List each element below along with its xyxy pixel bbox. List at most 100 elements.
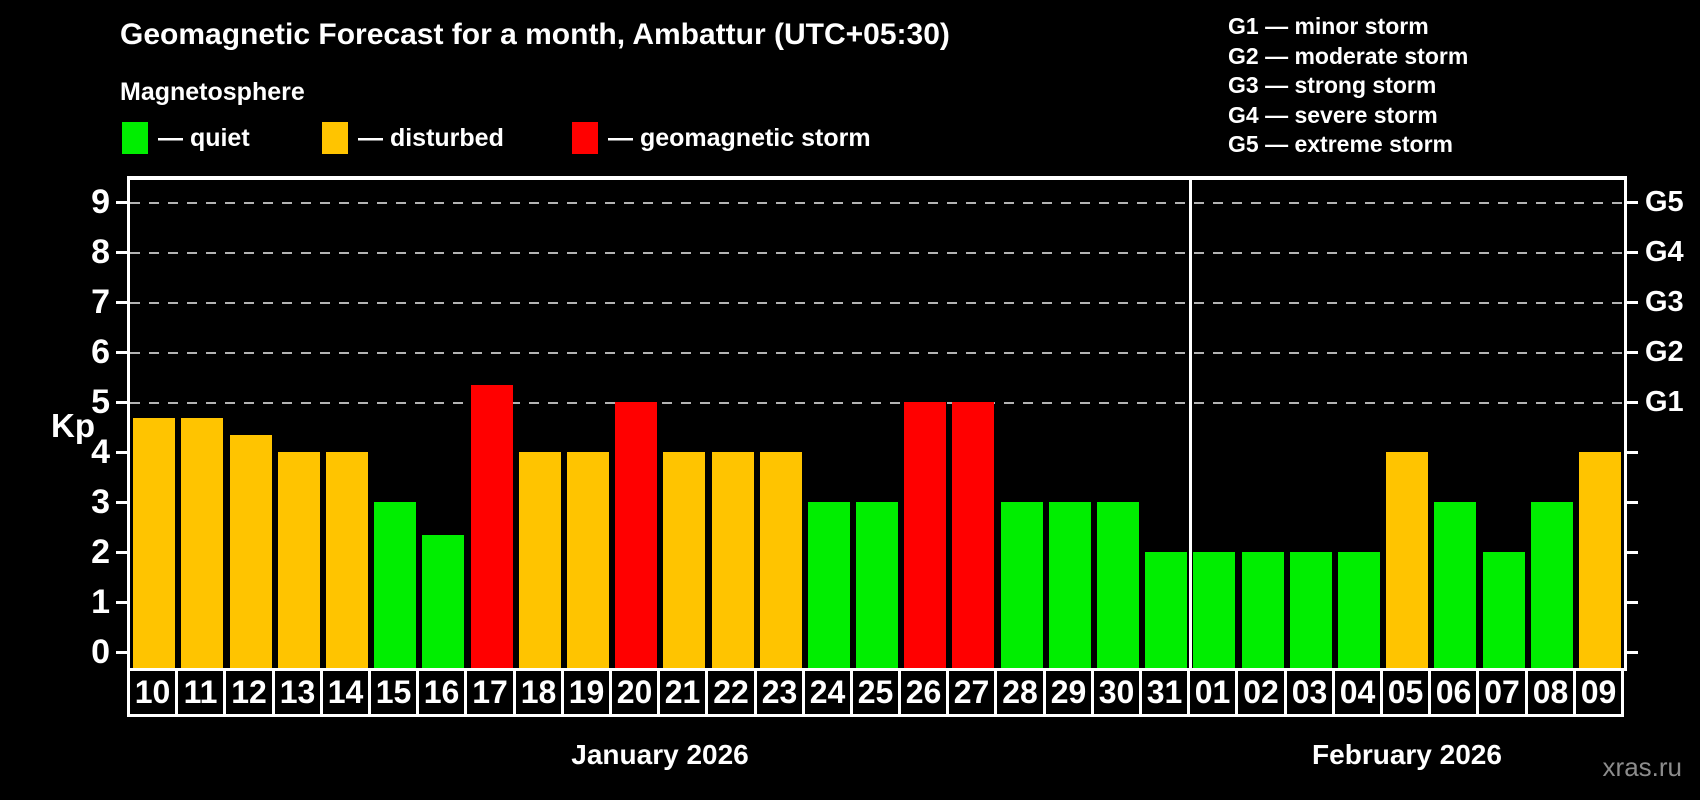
month-separator-line <box>1188 180 1192 668</box>
y-axis-label-8: 8 <box>91 233 110 271</box>
day-box-14: 14 <box>320 668 371 717</box>
kp-bar-day-07 <box>1482 552 1525 668</box>
day-box-26: 26 <box>898 668 949 717</box>
day-box-16: 16 <box>416 668 467 717</box>
kp-bar-day-06 <box>1434 502 1476 668</box>
g2-legend-line: G2 — moderate storm <box>1228 42 1469 69</box>
kp-bar-day-25 <box>856 502 898 668</box>
right-axis-label-g5: G5 <box>1645 186 1684 218</box>
day-box-09: 09 <box>1573 668 1624 717</box>
day-box-02: 02 <box>1235 668 1287 717</box>
kp-bar-day-03 <box>1290 552 1332 668</box>
day-box-11: 11 <box>175 668 226 717</box>
day-box-15: 15 <box>368 668 419 717</box>
legend-label-disturbed: — disturbed <box>358 124 504 152</box>
kp-bar-day-20 <box>615 402 657 668</box>
day-box-29: 29 <box>1043 668 1094 717</box>
kp-bar-day-05 <box>1386 452 1428 668</box>
kp-bar-day-21 <box>663 452 705 668</box>
day-box-28: 28 <box>994 668 1046 717</box>
legend-item-storm: — geomagnetic storm <box>572 122 932 154</box>
kp-bar-day-29 <box>1049 502 1091 668</box>
legend-item-quiet: — quiet <box>122 122 382 154</box>
y-axis-title-kp: Kp <box>51 407 95 444</box>
right-axis-label-g2: G2 <box>1645 336 1684 368</box>
g1-legend-line: G1 — minor storm <box>1228 13 1429 39</box>
y-axis-label-3: 3 <box>91 483 110 521</box>
gridline-kp5 <box>130 402 1624 404</box>
day-box-17: 17 <box>464 668 516 717</box>
kp-bar-day-13 <box>278 452 320 668</box>
day-box-27: 27 <box>946 668 997 717</box>
day-box-20: 20 <box>609 668 660 717</box>
right-axis-label-g3: G3 <box>1645 286 1684 318</box>
right-axis-label-g1: G1 <box>1645 386 1684 418</box>
gridline-kp7 <box>130 302 1624 304</box>
kp-bar-day-28 <box>1000 502 1043 668</box>
day-box-10: 10 <box>127 668 178 717</box>
legend-label-quiet: — quiet <box>158 124 250 152</box>
kp-bar-day-27 <box>952 402 994 668</box>
g4-legend-line: G4 — severe storm <box>1228 101 1438 128</box>
kp-bar-day-09 <box>1579 452 1621 668</box>
y-axis-label-9: 9 <box>91 183 110 221</box>
kp-bar-day-08 <box>1531 502 1573 668</box>
g-scale-legend: G1 — minor storm G2 — moderate storm G3 … <box>1228 12 1468 160</box>
gridline-kp9 <box>130 202 1624 204</box>
kp-bar-day-18 <box>519 452 561 668</box>
disturbed-color-swatch <box>322 122 348 154</box>
y-axis-label-0: 0 <box>91 633 110 671</box>
y-axis-label-6: 6 <box>91 333 110 371</box>
g5-legend-line: G5 — extreme storm <box>1228 131 1453 157</box>
kp-bar-day-16 <box>422 535 464 668</box>
day-box-01: 01 <box>1187 668 1238 717</box>
right-axis-label-g4: G4 <box>1645 236 1684 268</box>
day-box-24: 24 <box>802 668 853 717</box>
day-box-25: 25 <box>850 668 901 717</box>
day-box-12: 12 <box>223 668 275 717</box>
page-title: Geomagnetic Forecast for a month, Ambatt… <box>120 18 950 51</box>
month-label-january: January 2026 <box>571 739 749 770</box>
gridline-kp8 <box>130 252 1624 254</box>
kp-bar-day-31 <box>1145 552 1187 668</box>
legend-item-disturbed: — disturbed <box>322 122 582 154</box>
day-box-23: 23 <box>754 668 805 717</box>
kp-bar-day-30 <box>1097 502 1139 668</box>
kp-bar-day-14 <box>326 452 368 668</box>
day-box-31: 31 <box>1139 668 1190 717</box>
kp-bar-day-02 <box>1241 552 1284 668</box>
day-box-07: 07 <box>1476 668 1528 717</box>
day-box-13: 13 <box>272 668 323 717</box>
y-axis-label-1: 1 <box>91 583 110 621</box>
watermark-xras: xras.ru <box>1602 752 1682 782</box>
storm-color-swatch <box>572 122 598 154</box>
kp-bar-day-12 <box>229 435 272 668</box>
chart-frame <box>127 176 1627 671</box>
day-box-05: 05 <box>1380 668 1431 717</box>
kp-bar-day-26 <box>904 402 946 668</box>
kp-bar-day-15 <box>374 502 416 668</box>
day-box-03: 03 <box>1284 668 1335 717</box>
y-axis-label-2: 2 <box>91 533 110 571</box>
day-box-21: 21 <box>657 668 708 717</box>
legend-label-storm: — geomagnetic storm <box>608 124 871 152</box>
kp-bar-day-17 <box>470 385 513 668</box>
kp-bar-day-23 <box>760 452 802 668</box>
kp-bar-day-24 <box>808 502 850 668</box>
kp-bar-day-22 <box>711 452 754 668</box>
kp-bar-day-04 <box>1338 552 1380 668</box>
day-box-19: 19 <box>561 668 612 717</box>
y-axis-label-7: 7 <box>91 283 110 321</box>
day-box-22: 22 <box>705 668 757 717</box>
day-box-04: 04 <box>1332 668 1383 717</box>
bar-plot-area <box>130 180 1624 668</box>
day-box-08: 08 <box>1525 668 1576 717</box>
kp-bar-day-11 <box>181 418 223 668</box>
kp-bar-day-01 <box>1193 552 1235 668</box>
quiet-color-swatch <box>122 122 148 154</box>
kp-bar-day-19 <box>567 452 609 668</box>
day-box-30: 30 <box>1091 668 1142 717</box>
subtitle-magnetosphere: Magnetosphere <box>120 78 305 106</box>
month-label-february: February 2026 <box>1312 739 1502 770</box>
